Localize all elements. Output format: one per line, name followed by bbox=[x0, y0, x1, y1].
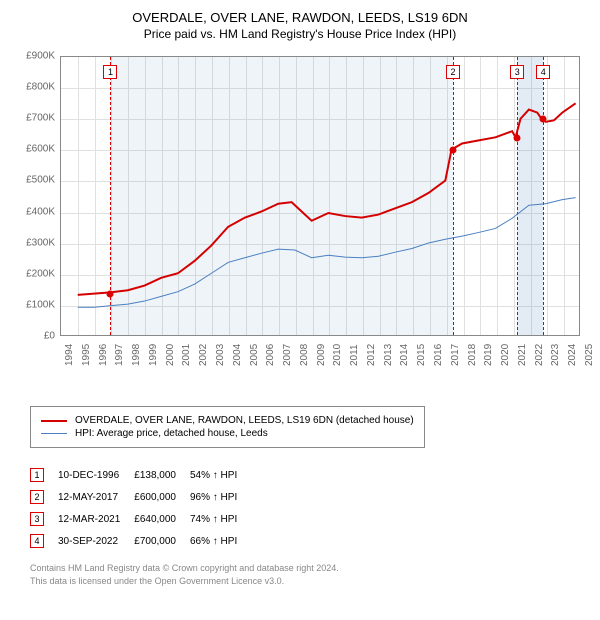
x-tick-label: 2024 bbox=[567, 344, 578, 366]
sale-price: £138,000 bbox=[134, 466, 190, 484]
x-tick-label: 1996 bbox=[98, 344, 109, 366]
footer-line1: Contains HM Land Registry data © Crown c… bbox=[30, 562, 590, 575]
x-tick-label: 2008 bbox=[299, 344, 310, 366]
x-tick-label: 2017 bbox=[450, 344, 461, 366]
legend-swatch-hpi bbox=[41, 433, 67, 434]
y-tick-label: £800K bbox=[10, 82, 55, 93]
x-tick-label: 2018 bbox=[467, 344, 478, 366]
x-tick-label: 2022 bbox=[534, 344, 545, 366]
line-layer bbox=[61, 57, 579, 335]
x-tick-label: 2014 bbox=[399, 344, 410, 366]
x-tick-label: 2011 bbox=[349, 344, 360, 366]
y-tick-label: £100K bbox=[10, 299, 55, 310]
marker-label: 2 bbox=[446, 65, 460, 79]
footer-line2: This data is licensed under the Open Gov… bbox=[30, 575, 590, 588]
y-tick-label: £200K bbox=[10, 268, 55, 279]
legend-row-property: OVERDALE, OVER LANE, RAWDON, LEEDS, LS19… bbox=[41, 415, 414, 426]
x-tick-label: 1997 bbox=[114, 344, 125, 366]
table-row: 2 12-MAY-2017£600,00096% ↑ HPI bbox=[30, 488, 251, 506]
marker-point bbox=[540, 116, 547, 123]
x-tick-label: 2023 bbox=[550, 344, 561, 366]
x-tick-label: 2019 bbox=[483, 344, 494, 366]
sale-date: 30-SEP-2022 bbox=[58, 532, 134, 550]
x-tick-label: 1995 bbox=[81, 344, 92, 366]
legend-label-hpi: HPI: Average price, detached house, Leed… bbox=[75, 428, 268, 439]
table-row: 3 12-MAR-2021£640,00074% ↑ HPI bbox=[30, 510, 251, 528]
x-tick-label: 2015 bbox=[416, 344, 427, 366]
x-tick-label: 2003 bbox=[215, 344, 226, 366]
sale-hpi: 96% ↑ HPI bbox=[190, 488, 251, 506]
sales-table: 1 10-DEC-1996£138,00054% ↑ HPI 2 12-MAY-201… bbox=[30, 462, 251, 554]
sale-price: £600,000 bbox=[134, 488, 190, 506]
x-tick-label: 2013 bbox=[383, 344, 394, 366]
y-tick-label: £500K bbox=[10, 175, 55, 186]
y-tick-label: £0 bbox=[10, 331, 55, 342]
sale-hpi: 66% ↑ HPI bbox=[190, 532, 251, 550]
plot-area: 1 2 34 bbox=[60, 56, 580, 336]
chart-subtitle: Price paid vs. HM Land Registry's House … bbox=[10, 27, 590, 41]
chart-title: OVERDALE, OVER LANE, RAWDON, LEEDS, LS19… bbox=[10, 10, 590, 25]
legend-row-hpi: HPI: Average price, detached house, Leed… bbox=[41, 428, 414, 439]
x-tick-label: 2001 bbox=[181, 344, 192, 366]
sale-price: £700,000 bbox=[134, 532, 190, 550]
x-tick-label: 2005 bbox=[249, 344, 260, 366]
x-tick-label: 2000 bbox=[165, 344, 176, 366]
chart: £0 £100K £200K £300K £400K £500K £600K £700K £80… bbox=[10, 51, 590, 371]
sale-marker: 2 bbox=[30, 490, 44, 504]
sale-marker: 3 bbox=[30, 512, 44, 526]
y-tick-label: £700K bbox=[10, 113, 55, 124]
x-tick-label: 2010 bbox=[332, 344, 343, 366]
footer: Contains HM Land Registry data © Crown c… bbox=[30, 562, 590, 587]
legend: OVERDALE, OVER LANE, RAWDON, LEEDS, LS19… bbox=[30, 406, 425, 448]
sale-date: 10-DEC-1996 bbox=[58, 466, 134, 484]
sale-date: 12-MAY-2017 bbox=[58, 488, 134, 506]
marker-label: 4 bbox=[536, 65, 550, 79]
y-tick-label: £400K bbox=[10, 206, 55, 217]
x-tick-label: 2021 bbox=[517, 344, 528, 366]
x-tick-label: 2025 bbox=[584, 344, 595, 366]
legend-swatch-property bbox=[41, 420, 67, 422]
x-tick-label: 2006 bbox=[265, 344, 276, 366]
x-tick-label: 2009 bbox=[316, 344, 327, 366]
table-row: 4 30-SEP-2022£700,00066% ↑ HPI bbox=[30, 532, 251, 550]
sale-marker: 1 bbox=[30, 468, 44, 482]
marker-point bbox=[450, 147, 457, 154]
x-tick-label: 1998 bbox=[131, 344, 142, 366]
y-tick-label: £600K bbox=[10, 144, 55, 155]
x-tick-label: 1999 bbox=[148, 344, 159, 366]
sale-marker: 4 bbox=[30, 534, 44, 548]
x-tick-label: 2012 bbox=[366, 344, 377, 366]
x-tick-label: 2007 bbox=[282, 344, 293, 366]
table-row: 1 10-DEC-1996£138,00054% ↑ HPI bbox=[30, 466, 251, 484]
series-line-property bbox=[78, 103, 576, 295]
sale-hpi: 74% ↑ HPI bbox=[190, 510, 251, 528]
x-tick-label: 2020 bbox=[500, 344, 511, 366]
marker-label: 1 bbox=[103, 65, 117, 79]
x-tick-label: 2016 bbox=[433, 344, 444, 366]
sale-price: £640,000 bbox=[134, 510, 190, 528]
marker-point bbox=[107, 291, 114, 298]
marker-label: 3 bbox=[510, 65, 524, 79]
legend-label-property: OVERDALE, OVER LANE, RAWDON, LEEDS, LS19… bbox=[75, 415, 414, 426]
sale-hpi: 54% ↑ HPI bbox=[190, 466, 251, 484]
sale-date: 12-MAR-2021 bbox=[58, 510, 134, 528]
y-tick-label: £900K bbox=[10, 51, 55, 62]
x-tick-label: 2002 bbox=[198, 344, 209, 366]
y-tick-label: £300K bbox=[10, 237, 55, 248]
x-tick-label: 2004 bbox=[232, 344, 243, 366]
marker-point bbox=[514, 134, 521, 141]
x-tick-label: 1994 bbox=[64, 344, 75, 366]
